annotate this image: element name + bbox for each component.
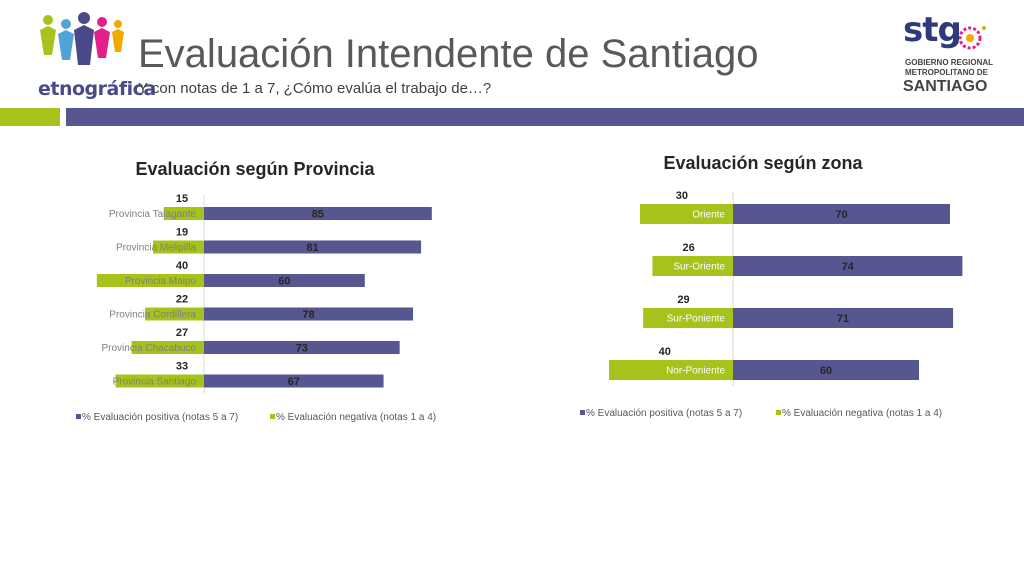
prov-value-positive: 60 [278, 276, 290, 288]
prov-bar-positive [204, 274, 365, 287]
zona-legend-swatch-positive [580, 410, 585, 415]
prov-value-negative: 19 [176, 227, 188, 239]
zona-value-negative: 30 [676, 190, 688, 202]
prov-category-label: Provincia Talagante [109, 209, 197, 220]
prov-value-negative: 15 [176, 193, 188, 205]
header-accent-green [0, 108, 60, 126]
prov-chart-title: Evaluación según Provincia [135, 159, 375, 179]
zona-value-negative: 40 [659, 346, 671, 358]
zona-value-positive: 70 [835, 209, 847, 221]
prov-legend-swatch-negative [270, 414, 275, 419]
stgo-logo-gear-icon [954, 24, 986, 50]
prov-value-negative: 33 [176, 361, 188, 373]
prov-bar-positive [204, 240, 422, 254]
stgo-logo-word: stg [903, 10, 962, 50]
prov-bar-negative [145, 307, 204, 321]
zona-value-negative: 29 [677, 294, 689, 306]
zona-value-positive: 60 [820, 365, 832, 377]
prov-legend-label-positive: % Evaluación positiva (notas 5 a 7) [82, 412, 238, 423]
prov-value-negative: 22 [176, 294, 188, 306]
zona-category-label: Sur-Poniente [667, 314, 726, 325]
prov-bar-negative [163, 207, 204, 220]
zona-value-positive: 71 [837, 313, 849, 325]
zona-category-label: Nor-Poniente [666, 366, 725, 377]
prov-category-label: Provincia Maipo [125, 276, 197, 287]
prov-value-positive: 73 [296, 343, 308, 355]
page-title: Evaluación Intendente de Santiago [138, 32, 759, 76]
prov-category-label: Provincia Melipilla [116, 243, 196, 254]
prov-value-positive: 85 [312, 209, 324, 221]
prov-bar-positive [204, 307, 414, 321]
prov-bar-negative [131, 341, 204, 354]
prov-value-positive: 78 [302, 309, 314, 321]
zona-bar-positive [733, 360, 919, 380]
prov-bar-positive [204, 374, 384, 388]
zona-bar-positive [733, 256, 963, 276]
prov-legend-swatch-positive [76, 414, 81, 419]
stgo-logo-line1: GOBIERNO REGIONAL [905, 58, 994, 67]
etnografica-logo-figures [40, 12, 124, 65]
prov-value-positive: 67 [288, 376, 300, 388]
stgo-logo-line2: METROPOLITANO DE [905, 68, 988, 77]
header-accent-blue [66, 108, 1024, 126]
zona-legend-label-positive: % Evaluación positiva (notas 5 a 7) [586, 408, 742, 419]
prov-bar-negative [115, 374, 204, 388]
prov-legend-label-negative: % Evaluación negativa (notas 1 a 4) [276, 412, 436, 423]
zona-bar-positive [733, 308, 954, 328]
zona-chart-title: Evaluación según zona [663, 153, 863, 173]
zona-value-negative: 26 [683, 242, 695, 254]
zona-legend-swatch-negative [776, 410, 781, 415]
stgo-logo-line3: SANTIAGO [903, 78, 988, 95]
prov-category-label: Provincia Chacabuco [102, 343, 197, 354]
zona-value-positive: 74 [842, 261, 855, 273]
prov-bar-negative [96, 274, 204, 287]
prov-value-positive: 81 [306, 242, 318, 254]
zona-legend-label-negative: % Evaluación negativa (notas 1 a 4) [782, 408, 942, 419]
zona-bar-negative [643, 308, 733, 328]
zona-bar-negative [640, 204, 733, 224]
prov-bar-negative [153, 240, 204, 254]
prov-bar-positive [204, 341, 400, 354]
page-subtitle: Y con notas de 1 a 7, ¿Cómo evalúa el tr… [138, 80, 492, 97]
zona-category-label: Sur-Oriente [673, 262, 725, 273]
zona-category-label: Oriente [692, 210, 725, 221]
zona-bar-negative [652, 256, 733, 276]
zona-bar-positive [733, 204, 950, 224]
prov-bar-positive [204, 207, 432, 220]
prov-value-negative: 40 [176, 260, 188, 272]
prov-category-label: Provincia Santiago [113, 377, 197, 388]
prov-value-negative: 27 [176, 327, 188, 339]
zona-bar-negative [609, 360, 733, 380]
etnografica-logo-text: etnográfica [38, 78, 156, 100]
prov-category-label: Provincia Cordillera [109, 310, 196, 321]
